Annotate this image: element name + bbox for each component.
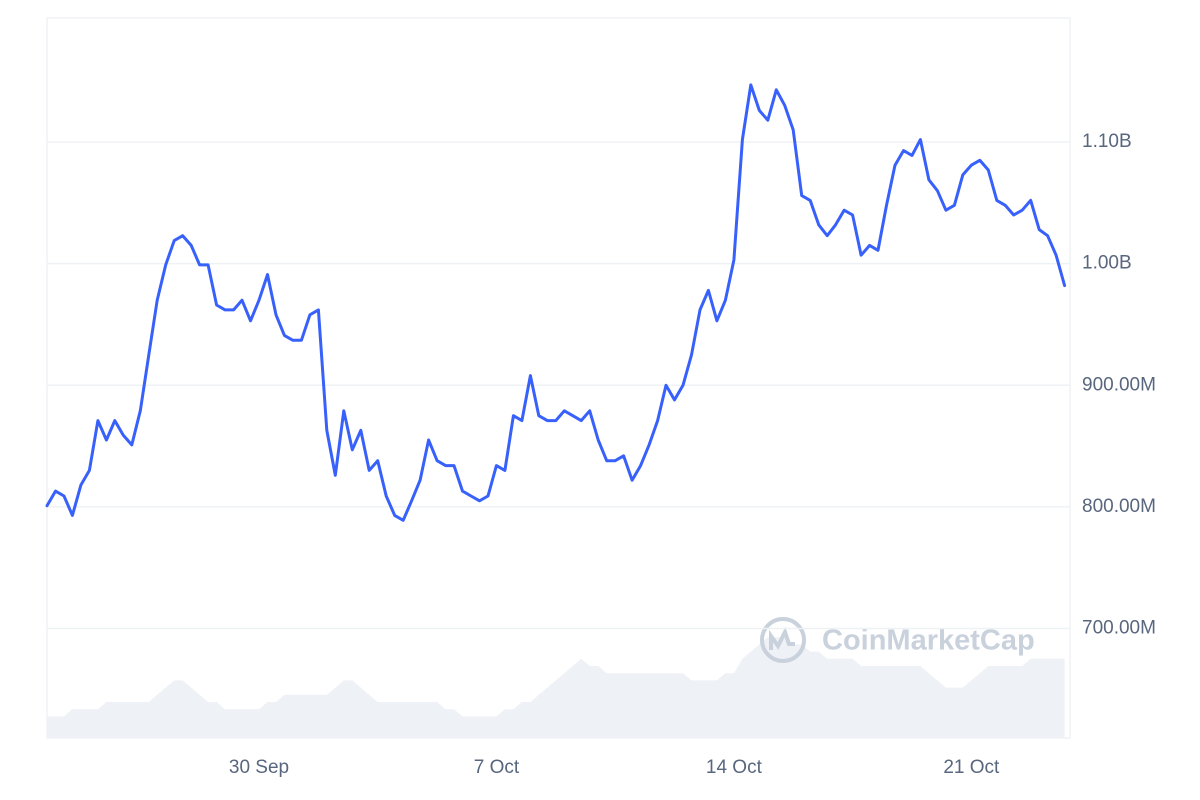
- x-tick-label: 30 Sep: [229, 757, 289, 778]
- volume-area: [47, 637, 1065, 738]
- y-tick-label: 1.00B: [1082, 253, 1132, 274]
- price-line: [45, 83, 1067, 522]
- y-tick-label: 900.00M: [1082, 374, 1156, 395]
- x-tick-label: 21 Oct: [943, 757, 1000, 778]
- y-tick-label: 1.10B: [1082, 131, 1132, 152]
- x-tick-label: 7 Oct: [474, 757, 520, 778]
- watermark-logo: [760, 617, 806, 663]
- y-tick-label: 800.00M: [1082, 496, 1156, 517]
- y-tick-label: 700.00M: [1082, 618, 1156, 639]
- watermark: CoinMarketCap: [822, 625, 1035, 657]
- x-tick-label: 14 Oct: [706, 757, 763, 778]
